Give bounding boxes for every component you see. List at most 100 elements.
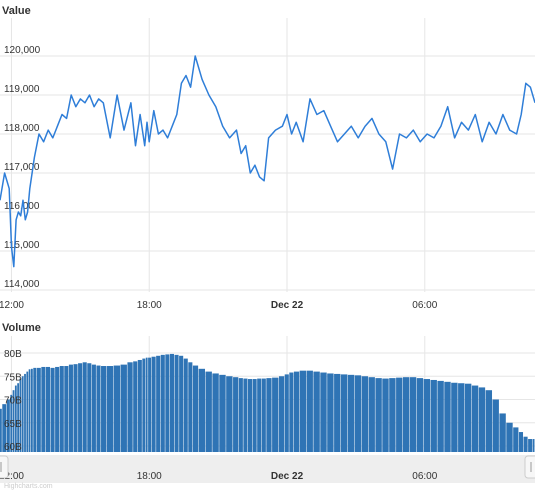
volume-bar bbox=[261, 378, 266, 452]
volume-bar bbox=[45, 366, 51, 452]
volume-bar bbox=[68, 364, 73, 452]
navigator-band[interactable] bbox=[0, 455, 535, 483]
volume-bar bbox=[313, 371, 320, 452]
volume-bar bbox=[59, 366, 64, 452]
volume-bar bbox=[368, 377, 375, 452]
navigator-left-handle[interactable] bbox=[0, 455, 9, 479]
volume-bar bbox=[518, 432, 524, 452]
credit-text: Highcharts.com bbox=[4, 483, 53, 490]
price-series-line bbox=[0, 55, 535, 268]
volume-y-tick-label: 60B bbox=[4, 442, 22, 453]
price-x-tick-label: Dec 22 bbox=[271, 300, 304, 311]
navigator-x-tick-label: Dec 22 bbox=[271, 471, 304, 482]
volume-bar bbox=[14, 385, 17, 452]
volume-bar bbox=[416, 378, 424, 452]
volume-bar bbox=[41, 366, 46, 452]
volume-bar bbox=[492, 399, 499, 452]
volume-bar bbox=[464, 383, 472, 452]
volume-bar bbox=[183, 358, 188, 452]
volume-bar bbox=[174, 354, 179, 452]
price-x-tick-label: 06:00 bbox=[412, 300, 437, 311]
volume-bar bbox=[306, 370, 313, 452]
volume-bar bbox=[137, 359, 142, 452]
volume-bar bbox=[113, 365, 121, 452]
volume-bar bbox=[499, 413, 506, 452]
volume-bar bbox=[293, 371, 300, 452]
volume-bar bbox=[257, 378, 262, 452]
volume-bar bbox=[30, 368, 33, 452]
volume-y-tick-label: 65B bbox=[4, 419, 22, 430]
volume-bar bbox=[179, 355, 184, 452]
volume-y-tick-label: 70B bbox=[4, 396, 22, 407]
volume-bar bbox=[252, 379, 257, 452]
volume-bar bbox=[17, 383, 20, 452]
volume-bar bbox=[513, 427, 519, 452]
volume-bar bbox=[396, 377, 403, 452]
volume-bar bbox=[82, 362, 87, 452]
volume-bar bbox=[354, 375, 362, 452]
volume-bar bbox=[192, 365, 199, 452]
volume-bar bbox=[444, 381, 451, 452]
volume-bar bbox=[142, 358, 146, 452]
navigator-right-handle[interactable] bbox=[524, 455, 535, 479]
price-y-axis-ticks: 114,000115,000116,000117,000118,000119,0… bbox=[4, 45, 41, 290]
volume-bar bbox=[430, 379, 437, 452]
volume-bar bbox=[198, 368, 206, 452]
volume-bar bbox=[50, 367, 55, 452]
volume-bar bbox=[272, 377, 279, 452]
volume-bar bbox=[451, 382, 458, 452]
volume-bar bbox=[10, 394, 13, 452]
volume-bar bbox=[96, 365, 101, 452]
volume-bars bbox=[0, 353, 535, 452]
volume-bar bbox=[0, 408, 2, 452]
volume-bar bbox=[471, 385, 479, 452]
price-pane: Value 114,000115,000116,000117,000118,00… bbox=[0, 5, 535, 311]
navigator[interactable]: 12:00 18:00 Dec 22 06:00 Highcharts.com bbox=[0, 455, 535, 490]
volume-bar bbox=[145, 357, 148, 452]
price-y-tick-label: 118,000 bbox=[4, 123, 40, 134]
volume-bar bbox=[437, 380, 444, 452]
volume-bar bbox=[12, 390, 15, 452]
price-y-tick-label: 114,000 bbox=[4, 279, 40, 290]
volume-pane: Volume 60B 65B 70B 75B 80B bbox=[0, 322, 535, 453]
volume-bar bbox=[299, 370, 307, 452]
price-x-axis-ticks: 12:00 18:00 Dec 22 06:00 bbox=[0, 300, 438, 311]
volume-bar bbox=[24, 373, 26, 452]
volume-bar bbox=[106, 366, 114, 452]
volume-bar bbox=[238, 378, 243, 452]
volume-bar bbox=[19, 378, 22, 452]
volume-bar bbox=[375, 378, 382, 452]
volume-bar bbox=[28, 369, 31, 452]
volume-bar bbox=[327, 373, 334, 452]
volume-bar bbox=[219, 374, 226, 452]
volume-bar bbox=[205, 371, 212, 452]
volume-bar bbox=[226, 376, 233, 452]
volume-bar bbox=[21, 376, 24, 452]
volume-bar bbox=[160, 354, 165, 452]
volume-bar bbox=[523, 436, 528, 452]
volume-bar bbox=[233, 377, 239, 452]
navigator-x-axis-ticks: 12:00 18:00 Dec 22 06:00 bbox=[0, 471, 438, 482]
volume-bar bbox=[133, 361, 138, 452]
volume-bar bbox=[169, 353, 175, 452]
navigator-x-tick-label: 12:00 bbox=[0, 471, 24, 482]
volume-bar bbox=[532, 439, 535, 452]
volume-bar bbox=[87, 363, 92, 452]
volume-bar bbox=[127, 362, 133, 452]
volume-y-axis-ticks: 60B 65B 70B 75B 80B bbox=[4, 349, 22, 453]
volume-bar bbox=[188, 362, 193, 452]
volume-bar bbox=[73, 364, 78, 452]
volume-bar bbox=[101, 366, 107, 452]
volume-bar bbox=[289, 372, 294, 452]
price-y-tick-label: 115,000 bbox=[4, 240, 40, 251]
price-pane-title: Value bbox=[2, 5, 31, 17]
volume-bar bbox=[91, 364, 96, 452]
navigator-x-tick-label: 18:00 bbox=[137, 471, 162, 482]
volume-bar bbox=[266, 378, 272, 452]
volume-bar bbox=[320, 372, 327, 452]
volume-bar bbox=[506, 422, 513, 452]
volume-bar bbox=[389, 378, 396, 452]
volume-bar bbox=[409, 377, 417, 452]
price-y-tick-label: 119,000 bbox=[4, 84, 40, 95]
